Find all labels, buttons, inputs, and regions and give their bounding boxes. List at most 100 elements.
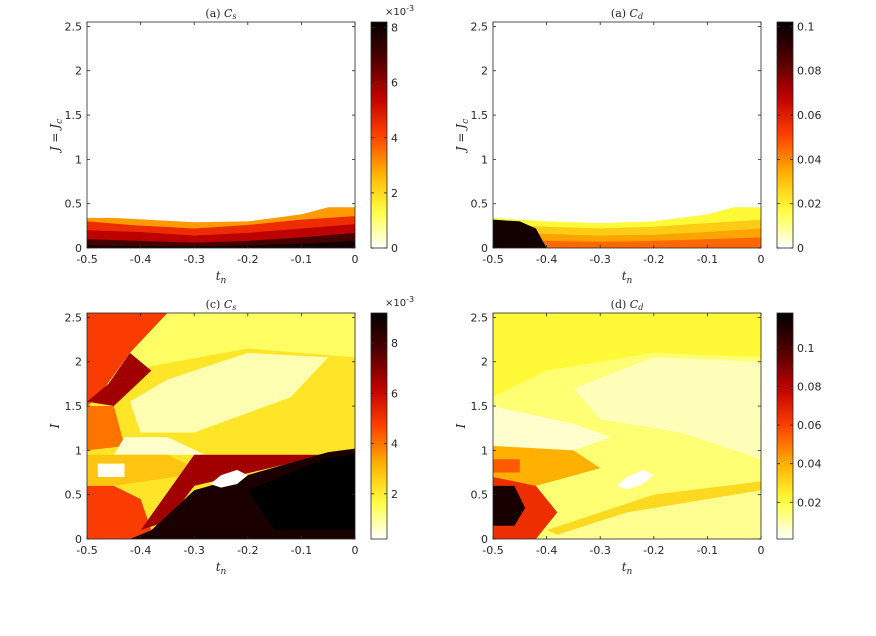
y-tick-label: 0.5 (471, 489, 489, 502)
colorbar-tick-label: 0.1 (797, 342, 815, 355)
heatmap-area (493, 313, 761, 539)
x-tick-label: -0.3 (589, 253, 610, 266)
heatmap-region-12 (247, 454, 355, 531)
colorbar-tick-label: 4 (391, 438, 398, 451)
colorbar-tick-label: 0.08 (797, 380, 822, 393)
heatmap-region-2 (87, 313, 168, 407)
x-tick-label: -0.3 (183, 253, 204, 266)
heatmap-region-10 (616, 469, 654, 490)
x-axis-label: tn (622, 269, 633, 286)
colorbar-tick-label: 0.04 (797, 458, 822, 471)
y-tick-label: 2 (481, 65, 488, 78)
y-tick-label: 0.5 (65, 198, 83, 211)
heatmap-region-6 (113, 437, 205, 455)
y-axis-label: J = Jc (48, 119, 65, 154)
x-tick-label: -0.1 (291, 544, 312, 557)
panel-title: (d) Cd (611, 298, 644, 312)
plot-frame (492, 21, 762, 249)
panel-4: -0.5 -0.4 -0.3 -0.2 -0.1 0 0 0.5 1 1.5 2 2.5 (d) Cd t… (454, 298, 822, 577)
panel-1: -0.5 -0.4 -0.3 -0.2 -0.1 0 0 0.5 1 1.5 2 2.5 (a) Cs t… (48, 4, 414, 286)
x-tick-label: -0.4 (536, 253, 557, 266)
y-tick-label: 1.5 (471, 109, 489, 122)
heatmap-region-8 (546, 485, 761, 539)
x-tick-label: -0.1 (697, 544, 718, 557)
colorbar-tick-label: 6 (391, 387, 398, 400)
panel-title: (a) Cd (611, 7, 643, 21)
panel-title: (a) Cs (205, 7, 236, 21)
y-tick-label: 0 (481, 533, 488, 546)
panel-2: -0.5 -0.4 -0.3 -0.2 -0.1 0 0 0.5 1 1.5 2 2.5 (a) Cd t… (454, 7, 822, 286)
y-axis-label: I (48, 423, 62, 429)
colorbar-multiplier: ×10-3 (385, 4, 414, 18)
colorbar-tick-label: 0.02 (797, 198, 822, 211)
heatmap-region-9 (546, 481, 761, 535)
x-tick-label: 0 (758, 544, 765, 557)
heatmap-region-1 (493, 313, 761, 398)
y-tick-label: 1 (75, 444, 82, 457)
heatmap-region-4 (87, 406, 125, 451)
heatmap-region-10 (140, 450, 345, 531)
y-tick-label: 2 (75, 65, 82, 78)
x-axis-label: tn (216, 560, 227, 577)
heatmap-region-2 (573, 357, 761, 460)
y-tick-label: 1 (481, 153, 488, 166)
y-tick-label: 1.5 (471, 400, 489, 413)
y-tick-label: 2.5 (471, 311, 489, 324)
heatmap-region-3 (87, 352, 152, 407)
colorbar-tick-label: 2 (391, 488, 398, 501)
colorbar-tick-label: 2 (391, 187, 398, 200)
colorbar-tick-label: 0 (797, 242, 804, 255)
colorbar (776, 312, 794, 540)
y-tick-label: 2 (481, 356, 488, 369)
y-tick-label: 1.5 (65, 109, 83, 122)
x-tick-label: -0.2 (643, 253, 664, 266)
colorbar-tick-label: 0.08 (797, 65, 822, 78)
y-tick-label: 0 (75, 242, 82, 255)
x-tick-label: -0.5 (76, 544, 97, 557)
colorbar-tick-label: 6 (391, 77, 398, 90)
heatmap-background (493, 22, 761, 248)
heatmap-region-3 (493, 406, 611, 451)
heatmap-region-7 (87, 454, 205, 486)
heatmap-region-4 (493, 445, 601, 486)
y-tick-label: 0 (75, 533, 82, 546)
x-tick-label: -0.3 (183, 544, 204, 557)
y-tick-label: 2.5 (65, 311, 83, 324)
heatmap-area (493, 22, 761, 248)
x-tick-label: -0.4 (130, 253, 151, 266)
x-axis-label: tn (216, 269, 227, 286)
colorbar-tick-label: 0.06 (797, 419, 822, 432)
y-tick-label: 1.5 (65, 400, 83, 413)
y-tick-label: 2.5 (65, 20, 83, 33)
y-tick-label: 0 (481, 242, 488, 255)
plot-frame (492, 312, 762, 540)
colorbar-tick-label: 0.02 (797, 496, 822, 509)
heatmap-area (87, 22, 355, 248)
y-tick-label: 2 (75, 356, 82, 369)
colorbar (776, 21, 794, 249)
y-tick-label: 1 (75, 153, 82, 166)
x-tick-label: -0.3 (589, 544, 610, 557)
y-tick-label: 1 (481, 444, 488, 457)
x-axis-label: tn (622, 560, 633, 577)
plot-frame (86, 312, 356, 540)
panel-title: (c) Cs (206, 298, 237, 312)
x-tick-label: -0.4 (536, 544, 557, 557)
heatmap-band-5 (87, 240, 355, 248)
x-tick-label: -0.5 (76, 253, 97, 266)
heatmap-region-13 (210, 469, 248, 488)
x-tick-label: -0.5 (482, 544, 503, 557)
x-tick-label: -0.2 (643, 544, 664, 557)
x-tick-label: -0.1 (291, 253, 312, 266)
y-axis-label: I (454, 423, 468, 429)
colorbar (370, 21, 388, 249)
heatmap-region-9 (87, 485, 152, 539)
x-tick-label: 0 (352, 544, 359, 557)
x-tick-label: 0 (758, 253, 765, 266)
colorbar-tick-label: 8 (391, 22, 398, 35)
heatmap-area (87, 313, 355, 539)
plot-frame (86, 21, 356, 249)
heatmap-background (87, 22, 355, 248)
heatmap-band-4 (493, 237, 761, 248)
